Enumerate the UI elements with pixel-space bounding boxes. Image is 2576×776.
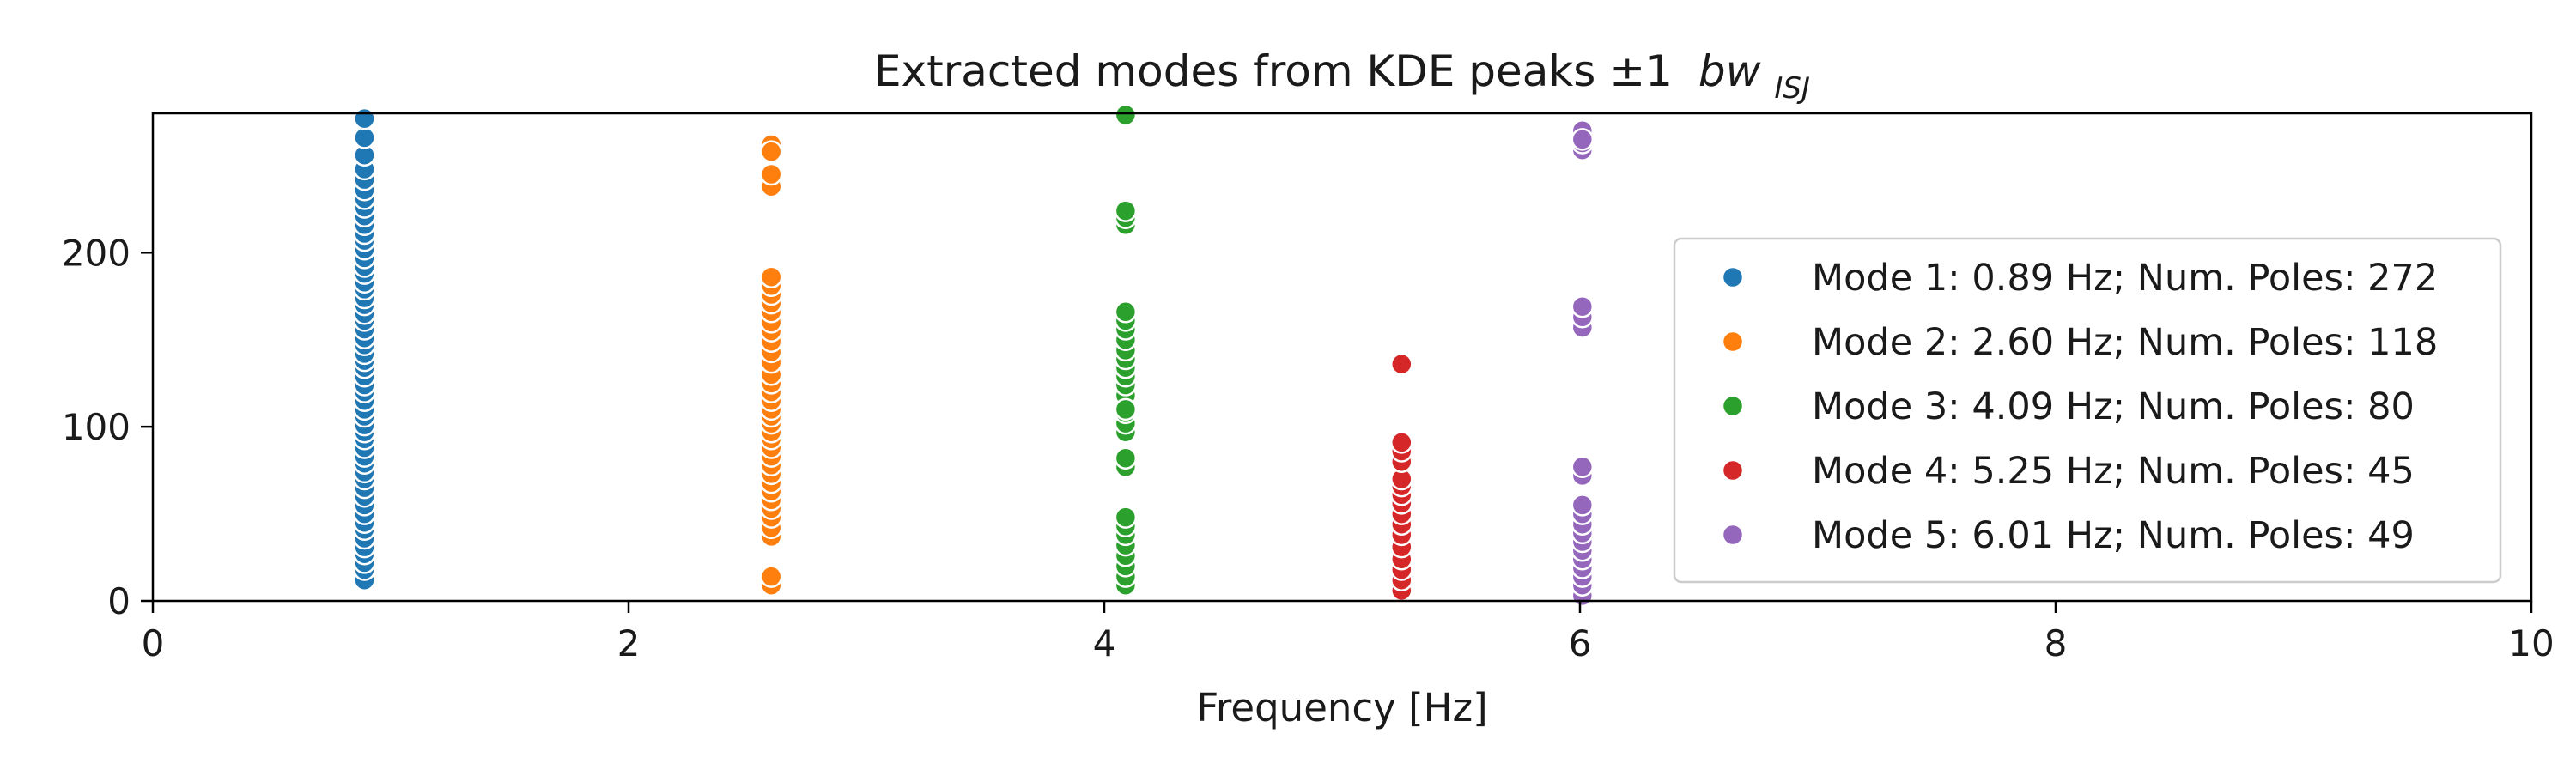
chart-title-subscript: ISJ — [1774, 71, 1810, 106]
x-tick-label: 10 — [2508, 622, 2554, 664]
y-tick-label: 0 — [107, 580, 131, 622]
chart-title-bw: bw — [1698, 46, 1761, 96]
data-point-mode-1 — [353, 126, 376, 149]
data-point-mode-2 — [759, 162, 783, 186]
chart-title-main: Extracted modes from KDE peaks ±1 — [874, 46, 1673, 96]
series-2 — [759, 133, 783, 597]
legend-label-mode-3: Mode 3: 4.09 Hz; Num. Poles: 80 — [1812, 385, 2415, 428]
x-tick-label: 2 — [617, 622, 641, 664]
data-point-mode-2 — [759, 265, 783, 288]
data-point-mode-2 — [759, 565, 783, 588]
data-point-mode-3 — [1114, 199, 1138, 222]
legend-marker-mode-2 — [1721, 330, 1745, 354]
data-point-mode-3 — [1114, 103, 1138, 127]
legend-label-mode-1: Mode 1: 0.89 Hz; Num. Poles: 272 — [1812, 257, 2438, 300]
x-tick-label: 8 — [2044, 622, 2068, 664]
data-point-mode-4 — [1390, 431, 1413, 454]
legend: Mode 1: 0.89 Hz; Num. Poles: 272 Mode 2: … — [1673, 237, 2502, 584]
marks-layer — [353, 103, 1595, 608]
legend-label-mode-5: Mode 5: 6.01 Hz; Num. Poles: 49 — [1812, 514, 2415, 557]
data-point-mode-2 — [759, 140, 783, 163]
y-tick-label: 200 — [62, 232, 131, 274]
legend-marker-mode-3 — [1721, 394, 1745, 418]
x-axis-label: Frequency [Hz] — [1196, 685, 1487, 731]
data-point-mode-5 — [1571, 494, 1595, 517]
legend-marker-mode-4 — [1721, 458, 1745, 482]
y-tick-label: 100 — [62, 406, 131, 448]
x-tick-label: 0 — [142, 622, 165, 664]
plot-frame — [151, 112, 2533, 603]
data-point-mode-1 — [353, 106, 376, 130]
series-4 — [1390, 352, 1413, 603]
data-point-mode-3 — [1114, 397, 1138, 421]
data-point-mode-5 — [1571, 455, 1595, 479]
legend-label-mode-4: Mode 4: 5.25 Hz; Num. Poles: 45 — [1812, 450, 2415, 493]
data-point-mode-5 — [1571, 294, 1595, 318]
series-1 — [353, 106, 376, 591]
data-point-mode-3 — [1114, 506, 1138, 529]
x-tick-label: 6 — [1569, 622, 1592, 664]
legend-label-mode-2: Mode 2: 2.60 Hz; Num. Poles: 118 — [1812, 321, 2438, 364]
data-point-mode-3 — [1114, 300, 1138, 324]
data-point-mode-5 — [1571, 128, 1595, 151]
legend-marker-mode-1 — [1721, 265, 1745, 289]
data-point-mode-3 — [1114, 446, 1138, 470]
chart-title: Extracted modes from KDE peaks ±1 bw ISJ — [874, 46, 1810, 106]
data-point-mode-4 — [1390, 352, 1413, 376]
legend-marker-mode-5 — [1721, 523, 1745, 547]
series-5 — [1571, 119, 1595, 608]
series-3 — [1114, 103, 1138, 597]
x-tick-label: 4 — [1093, 622, 1116, 664]
legend-box — [1673, 237, 2502, 584]
